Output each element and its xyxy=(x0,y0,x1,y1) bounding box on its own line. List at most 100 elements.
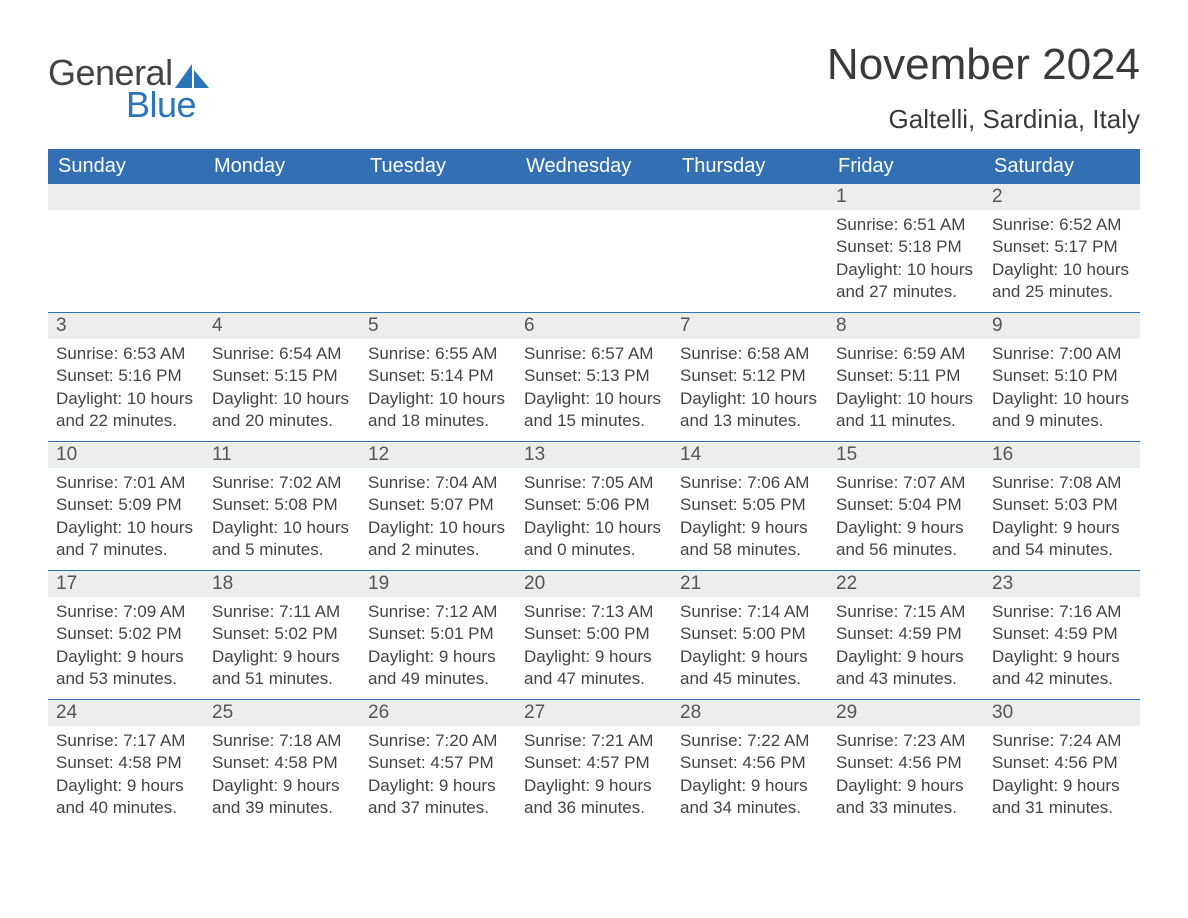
day-details: Sunrise: 6:54 AMSunset: 5:15 PMDaylight:… xyxy=(204,339,360,438)
day-d2: and 15 minutes. xyxy=(524,410,664,431)
day-d1: Daylight: 9 hours xyxy=(836,517,976,538)
day-cell: 18Sunrise: 7:11 AMSunset: 5:02 PMDayligh… xyxy=(204,571,360,699)
day-details: Sunrise: 7:08 AMSunset: 5:03 PMDaylight:… xyxy=(984,468,1140,567)
day-sunset: Sunset: 4:59 PM xyxy=(836,623,976,644)
day-sunset: Sunset: 5:01 PM xyxy=(368,623,508,644)
day-sunset: Sunset: 5:00 PM xyxy=(680,623,820,644)
day-number: 3 xyxy=(48,313,204,339)
day-d2: and 22 minutes. xyxy=(56,410,196,431)
day-details: Sunrise: 7:14 AMSunset: 5:00 PMDaylight:… xyxy=(672,597,828,696)
weekday-header: Tuesday xyxy=(360,149,516,184)
day-sunrise: Sunrise: 7:07 AM xyxy=(836,472,976,493)
day-cell: 11Sunrise: 7:02 AMSunset: 5:08 PMDayligh… xyxy=(204,442,360,570)
day-cell: 8Sunrise: 6:59 AMSunset: 5:11 PMDaylight… xyxy=(828,313,984,441)
day-sunrise: Sunrise: 6:51 AM xyxy=(836,214,976,235)
day-d2: and 25 minutes. xyxy=(992,281,1132,302)
day-details: Sunrise: 6:55 AMSunset: 5:14 PMDaylight:… xyxy=(360,339,516,438)
day-number xyxy=(48,184,204,210)
day-sunrise: Sunrise: 7:13 AM xyxy=(524,601,664,622)
day-sunset: Sunset: 4:56 PM xyxy=(836,752,976,773)
day-sunrise: Sunrise: 6:57 AM xyxy=(524,343,664,364)
day-sunset: Sunset: 5:09 PM xyxy=(56,494,196,515)
day-number: 27 xyxy=(516,700,672,726)
day-d1: Daylight: 9 hours xyxy=(212,646,352,667)
day-number: 6 xyxy=(516,313,672,339)
day-number: 1 xyxy=(828,184,984,210)
day-d1: Daylight: 10 hours xyxy=(212,388,352,409)
day-sunrise: Sunrise: 7:02 AM xyxy=(212,472,352,493)
day-d1: Daylight: 9 hours xyxy=(56,646,196,667)
day-number: 14 xyxy=(672,442,828,468)
day-d2: and 58 minutes. xyxy=(680,539,820,560)
day-number: 30 xyxy=(984,700,1140,726)
day-sunset: Sunset: 4:56 PM xyxy=(680,752,820,773)
day-cell xyxy=(360,184,516,312)
day-sunset: Sunset: 5:11 PM xyxy=(836,365,976,386)
day-d2: and 39 minutes. xyxy=(212,797,352,818)
day-sunrise: Sunrise: 7:09 AM xyxy=(56,601,196,622)
day-d1: Daylight: 10 hours xyxy=(680,388,820,409)
day-d1: Daylight: 10 hours xyxy=(524,388,664,409)
day-d2: and 0 minutes. xyxy=(524,539,664,560)
day-sunset: Sunset: 5:02 PM xyxy=(212,623,352,644)
day-cell: 5Sunrise: 6:55 AMSunset: 5:14 PMDaylight… xyxy=(360,313,516,441)
week-row: 3Sunrise: 6:53 AMSunset: 5:16 PMDaylight… xyxy=(48,312,1140,441)
day-d2: and 43 minutes. xyxy=(836,668,976,689)
month-year-title: November 2024 xyxy=(827,40,1140,90)
day-sunset: Sunset: 4:59 PM xyxy=(992,623,1132,644)
day-details: Sunrise: 7:15 AMSunset: 4:59 PMDaylight:… xyxy=(828,597,984,696)
day-sunrise: Sunrise: 7:06 AM xyxy=(680,472,820,493)
day-number: 16 xyxy=(984,442,1140,468)
day-sunrise: Sunrise: 7:21 AM xyxy=(524,730,664,751)
day-details: Sunrise: 6:57 AMSunset: 5:13 PMDaylight:… xyxy=(516,339,672,438)
day-cell: 9Sunrise: 7:00 AMSunset: 5:10 PMDaylight… xyxy=(984,313,1140,441)
day-sunset: Sunset: 5:00 PM xyxy=(524,623,664,644)
day-number: 20 xyxy=(516,571,672,597)
day-number: 12 xyxy=(360,442,516,468)
day-details: Sunrise: 7:05 AMSunset: 5:06 PMDaylight:… xyxy=(516,468,672,567)
day-sunrise: Sunrise: 7:22 AM xyxy=(680,730,820,751)
day-number: 15 xyxy=(828,442,984,468)
location-subtitle: Galtelli, Sardinia, Italy xyxy=(827,104,1140,135)
day-cell: 27Sunrise: 7:21 AMSunset: 4:57 PMDayligh… xyxy=(516,700,672,828)
day-sunrise: Sunrise: 6:53 AM xyxy=(56,343,196,364)
day-cell xyxy=(48,184,204,312)
day-details: Sunrise: 7:09 AMSunset: 5:02 PMDaylight:… xyxy=(48,597,204,696)
week-row: 10Sunrise: 7:01 AMSunset: 5:09 PMDayligh… xyxy=(48,441,1140,570)
day-number: 22 xyxy=(828,571,984,597)
day-d1: Daylight: 9 hours xyxy=(680,646,820,667)
day-d1: Daylight: 9 hours xyxy=(992,775,1132,796)
day-cell: 6Sunrise: 6:57 AMSunset: 5:13 PMDaylight… xyxy=(516,313,672,441)
day-number: 29 xyxy=(828,700,984,726)
day-d2: and 47 minutes. xyxy=(524,668,664,689)
day-sunrise: Sunrise: 7:16 AM xyxy=(992,601,1132,622)
day-d1: Daylight: 9 hours xyxy=(836,775,976,796)
day-number: 8 xyxy=(828,313,984,339)
day-sunset: Sunset: 5:04 PM xyxy=(836,494,976,515)
day-sunrise: Sunrise: 7:17 AM xyxy=(56,730,196,751)
day-d2: and 9 minutes. xyxy=(992,410,1132,431)
day-d1: Daylight: 9 hours xyxy=(836,646,976,667)
day-cell: 17Sunrise: 7:09 AMSunset: 5:02 PMDayligh… xyxy=(48,571,204,699)
day-sunset: Sunset: 5:14 PM xyxy=(368,365,508,386)
day-d1: Daylight: 9 hours xyxy=(524,775,664,796)
day-details: Sunrise: 7:02 AMSunset: 5:08 PMDaylight:… xyxy=(204,468,360,567)
day-details: Sunrise: 7:24 AMSunset: 4:56 PMDaylight:… xyxy=(984,726,1140,825)
day-sunset: Sunset: 4:58 PM xyxy=(212,752,352,773)
day-cell: 12Sunrise: 7:04 AMSunset: 5:07 PMDayligh… xyxy=(360,442,516,570)
day-number: 5 xyxy=(360,313,516,339)
day-sunset: Sunset: 5:17 PM xyxy=(992,236,1132,257)
day-number xyxy=(360,184,516,210)
day-sunset: Sunset: 5:12 PM xyxy=(680,365,820,386)
day-cell: 28Sunrise: 7:22 AMSunset: 4:56 PMDayligh… xyxy=(672,700,828,828)
day-sunrise: Sunrise: 7:05 AM xyxy=(524,472,664,493)
day-cell: 23Sunrise: 7:16 AMSunset: 4:59 PMDayligh… xyxy=(984,571,1140,699)
day-cell: 30Sunrise: 7:24 AMSunset: 4:56 PMDayligh… xyxy=(984,700,1140,828)
day-number: 26 xyxy=(360,700,516,726)
day-cell: 3Sunrise: 6:53 AMSunset: 5:16 PMDaylight… xyxy=(48,313,204,441)
day-sunrise: Sunrise: 6:55 AM xyxy=(368,343,508,364)
day-d2: and 13 minutes. xyxy=(680,410,820,431)
calendar: SundayMondayTuesdayWednesdayThursdayFrid… xyxy=(48,149,1140,828)
day-details: Sunrise: 7:20 AMSunset: 4:57 PMDaylight:… xyxy=(360,726,516,825)
weekday-header: Sunday xyxy=(48,149,204,184)
